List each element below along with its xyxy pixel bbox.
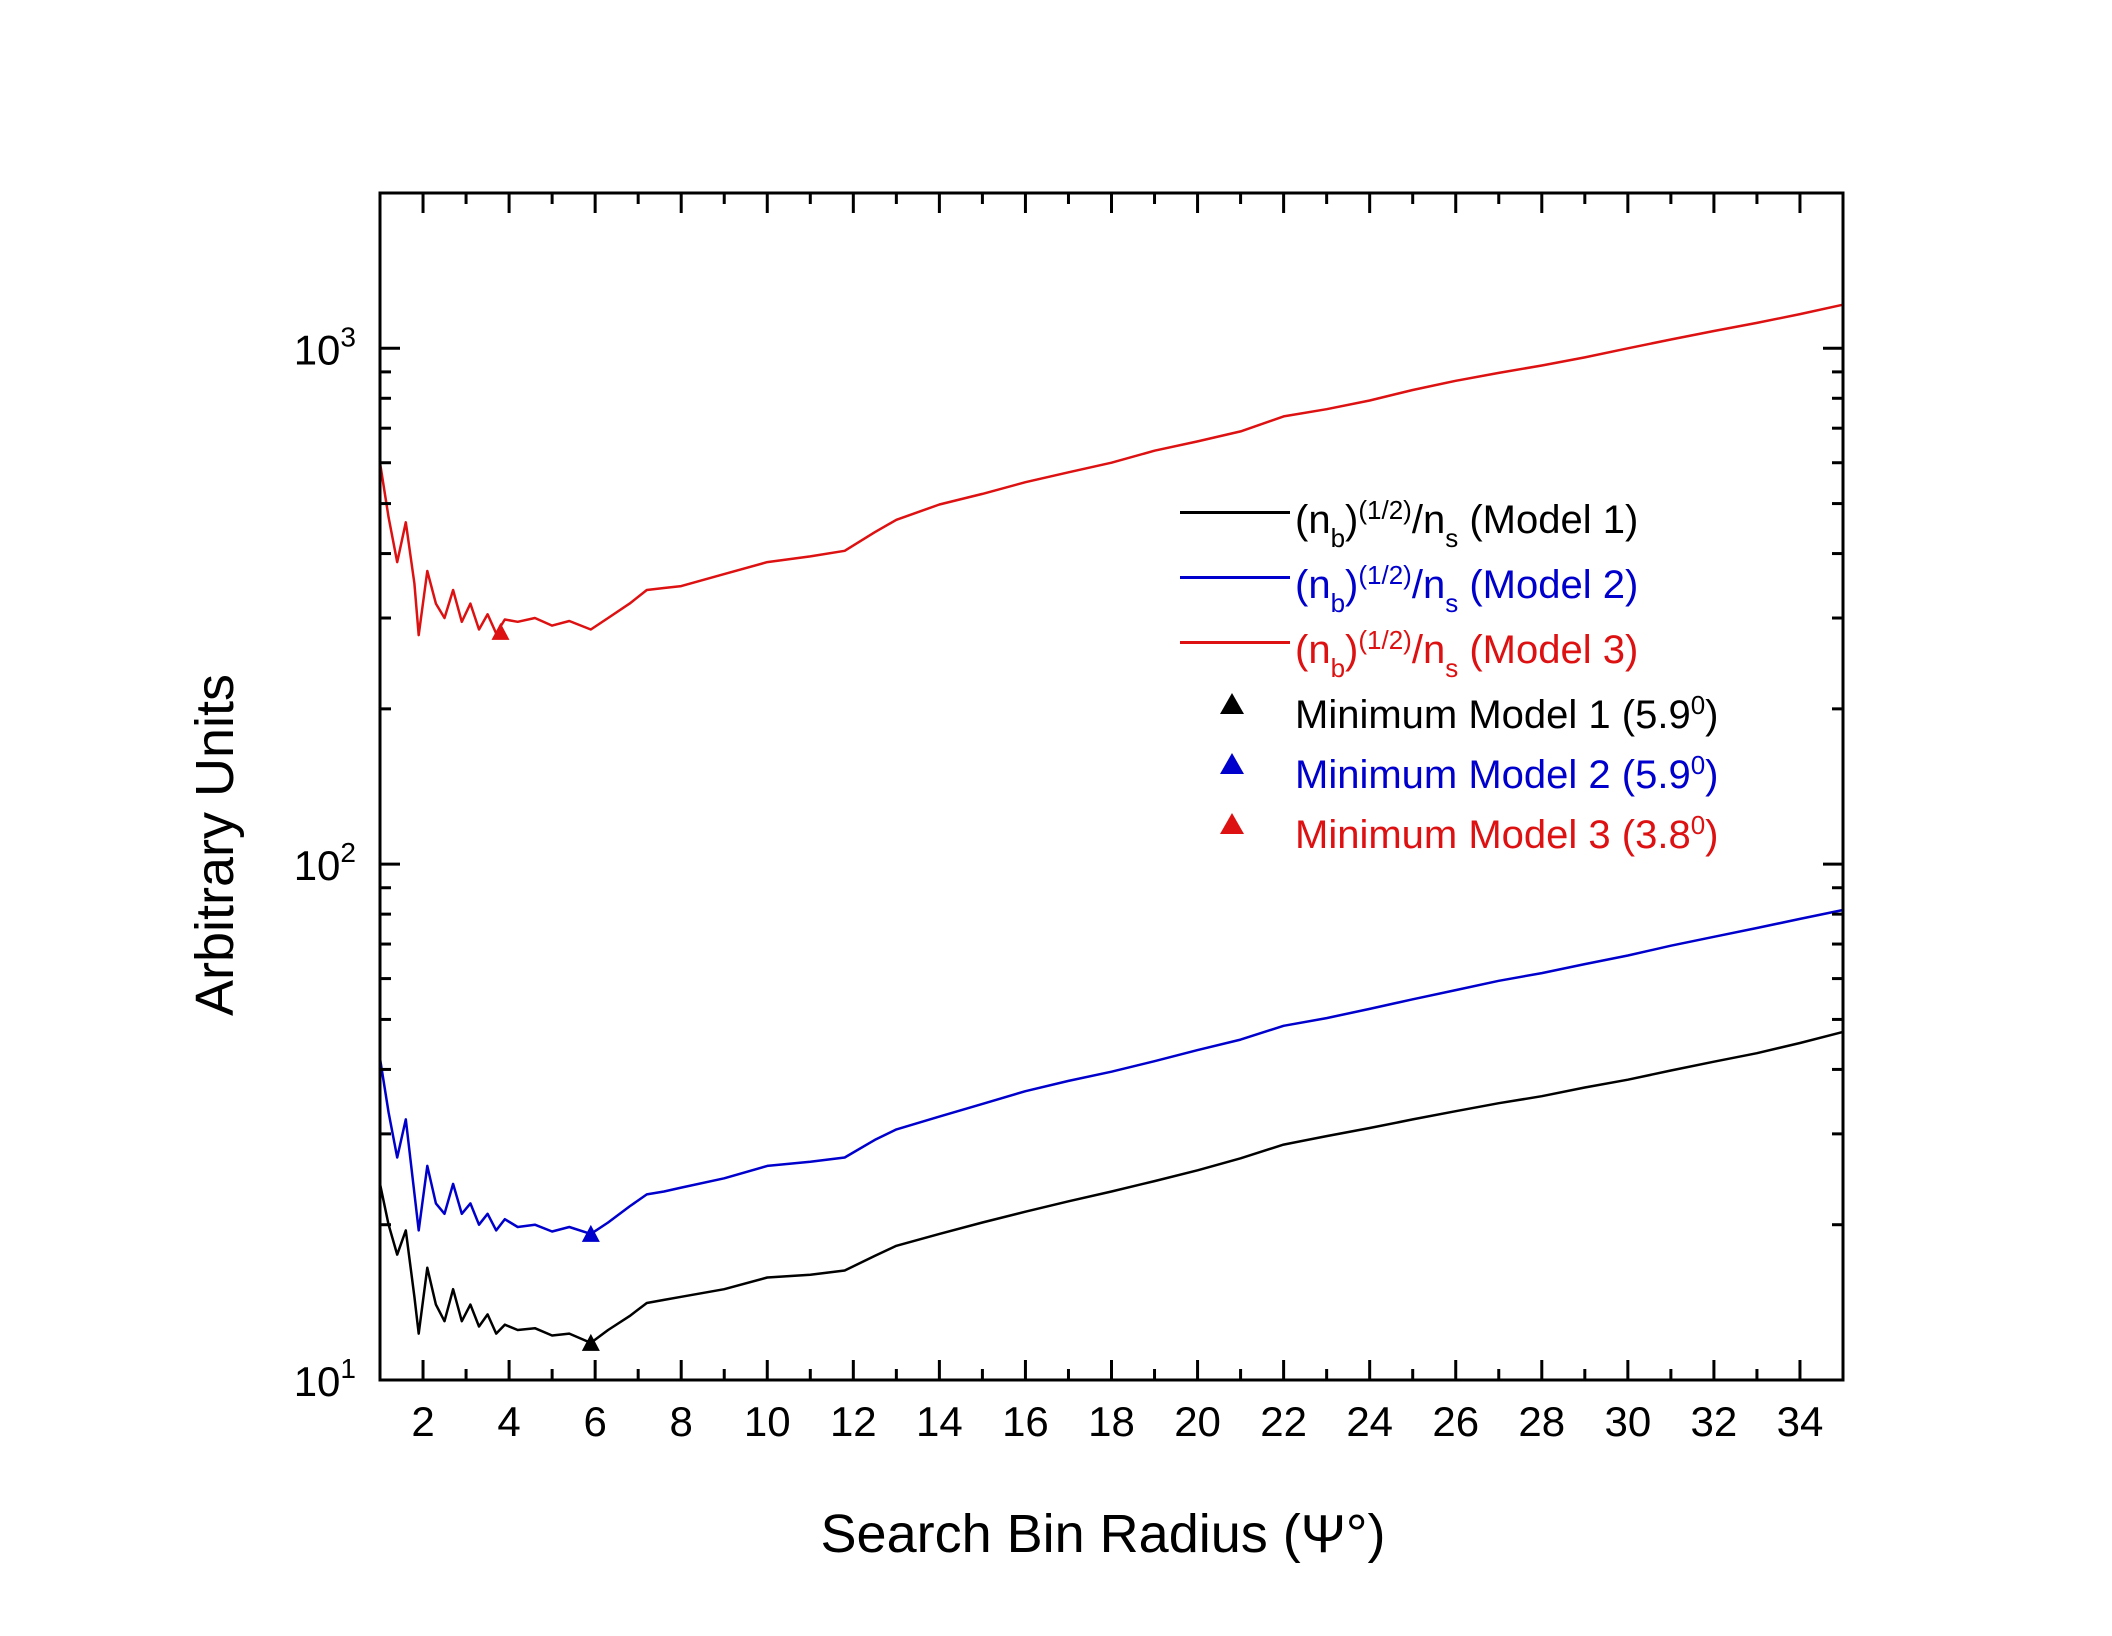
x-tick-label: 12: [830, 1398, 877, 1445]
x-tick-label: 22: [1260, 1398, 1307, 1445]
legend-label: (nb)(1/2)/ns (Model 3): [1295, 625, 1639, 683]
y-tick-label: 102: [294, 837, 356, 889]
x-tick-label: 16: [1002, 1398, 1049, 1445]
x-axis-label: Search Bin Radius (Ψ°): [821, 1504, 1386, 1564]
x-tick-label: 6: [583, 1398, 606, 1445]
y-tick-label: 103: [294, 321, 356, 373]
minimum-marker-model-3: [491, 622, 510, 640]
legend-label: Minimum Model 2 (5.90): [1295, 750, 1719, 797]
plot-markers: [491, 622, 600, 1351]
x-tick-label: 34: [1777, 1398, 1824, 1445]
y-axis-tick-labels: 101 102 103: [294, 321, 356, 1405]
x-tick-label: 28: [1518, 1398, 1565, 1445]
legend-line-swatch: [1180, 511, 1290, 514]
x-tick-label: 32: [1691, 1398, 1738, 1445]
minimum-marker-model-1: [581, 1333, 600, 1351]
series-line-model-1: [378, 1030, 1844, 1345]
plot-lines: [378, 303, 1844, 1345]
x-tick-label: 30: [1604, 1398, 1651, 1445]
x-tick-label: 14: [916, 1398, 963, 1445]
y-axis-label: Arbitrary Units: [185, 674, 245, 1016]
legend-entry-minimum-model-2: Minimum Model 2 (5.90): [1180, 735, 1800, 797]
legend-label: Minimum Model 1 (5.90): [1295, 690, 1719, 737]
legend-entry-minimum-model-1: Minimum Model 1 (5.90): [1180, 675, 1800, 737]
legend-triangle-marker: [1220, 753, 1244, 774]
x-tick-label: 24: [1346, 1398, 1393, 1445]
legend-line-swatch: [1180, 576, 1290, 579]
x-tick-label: 20: [1174, 1398, 1221, 1445]
minimum-marker-model-2: [581, 1224, 600, 1242]
x-tick-label: 4: [497, 1398, 520, 1445]
x-tick-label: 10: [744, 1398, 791, 1445]
legend-entry-model-2: (nb)(1/2)/ns (Model 2): [1180, 545, 1800, 618]
legend-label: (nb)(1/2)/ns (Model 2): [1295, 560, 1639, 618]
legend-line-swatch: [1180, 641, 1290, 644]
y-tick-label: 101: [294, 1353, 356, 1405]
x-tick-label: 26: [1432, 1398, 1479, 1445]
legend-entry-minimum-model-3: Minimum Model 3 (3.80): [1180, 795, 1800, 857]
series-line-model-3: [378, 303, 1844, 637]
x-tick-label: 18: [1088, 1398, 1135, 1445]
y-axis-ticks: [380, 191, 1843, 1382]
legend-entry-model-3: (nb)(1/2)/ns (Model 3): [1180, 610, 1800, 683]
legend-label: Minimum Model 3 (3.80): [1295, 810, 1719, 857]
x-tick-label: 8: [670, 1398, 693, 1445]
legend-triangle-marker: [1220, 693, 1244, 714]
legend-triangle-marker: [1220, 813, 1244, 834]
legend-entry-model-1: (nb)(1/2)/ns (Model 1): [1180, 480, 1800, 553]
x-axis-ticks: [378, 193, 1845, 1380]
series-line-model-2: [378, 908, 1844, 1236]
x-axis-tick-labels: 2 4 6 8 10 12 14 16 18 20 22 24 26 28 30 32 34: [411, 1398, 1823, 1445]
legend-label: (nb)(1/2)/ns (Model 1): [1295, 495, 1639, 553]
x-tick-label: 2: [411, 1398, 434, 1445]
